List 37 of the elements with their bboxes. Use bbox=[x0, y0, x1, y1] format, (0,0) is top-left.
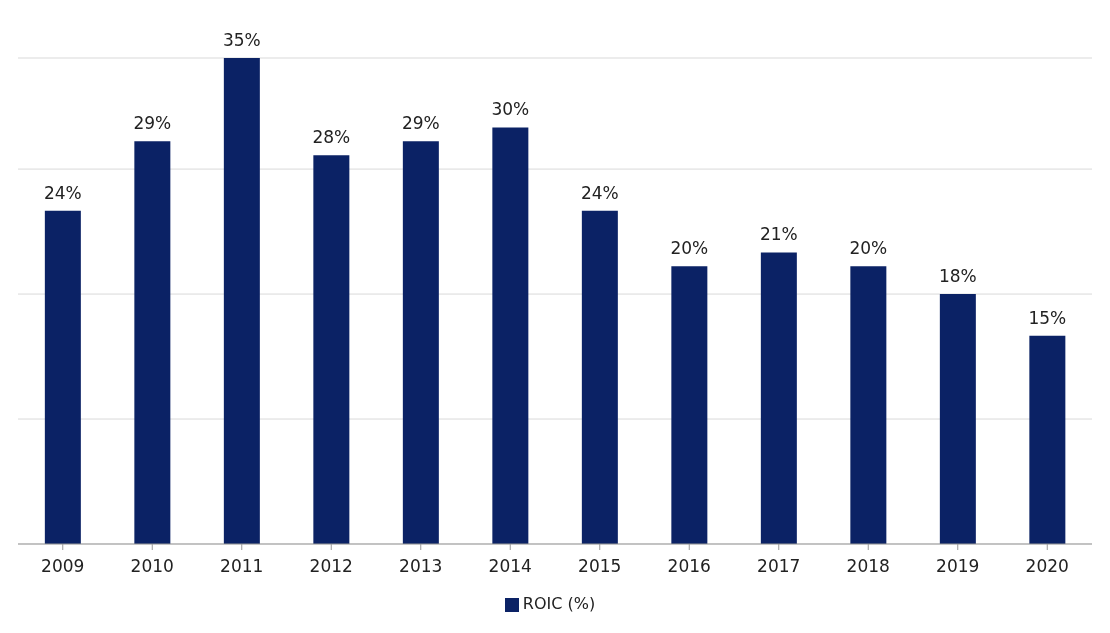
data-label: 21% bbox=[759, 224, 798, 245]
bar bbox=[671, 266, 708, 544]
data-label: 20% bbox=[670, 238, 709, 259]
data-label: 29% bbox=[401, 113, 440, 134]
x-tick-label: 2016 bbox=[667, 556, 711, 577]
bar bbox=[581, 210, 618, 544]
data-label: 28% bbox=[312, 127, 351, 148]
bar bbox=[313, 155, 350, 544]
data-label: 15% bbox=[1028, 307, 1067, 328]
bar bbox=[1029, 335, 1066, 544]
bar bbox=[939, 294, 976, 544]
x-tick-label: 2015 bbox=[578, 556, 622, 577]
x-tick-label: 2011 bbox=[220, 556, 264, 577]
bar bbox=[402, 141, 439, 544]
x-tick-label: 2020 bbox=[1025, 556, 1069, 577]
x-tick-label: 2013 bbox=[399, 556, 443, 577]
bar bbox=[44, 210, 81, 544]
bar bbox=[850, 266, 887, 544]
x-tick-label: 2019 bbox=[936, 556, 980, 577]
data-label: 20% bbox=[849, 238, 888, 259]
data-label: 30% bbox=[491, 99, 530, 120]
x-tick-label: 2014 bbox=[488, 556, 532, 577]
legend-label: ROIC (%) bbox=[522, 594, 596, 613]
bar bbox=[492, 127, 529, 544]
data-label: 29% bbox=[133, 113, 172, 134]
data-label: 35% bbox=[222, 30, 261, 50]
bar bbox=[223, 58, 260, 544]
bar bbox=[134, 141, 171, 544]
data-label: 24% bbox=[580, 182, 619, 203]
data-label: 24% bbox=[43, 182, 82, 203]
x-tick-label: 2010 bbox=[130, 556, 174, 577]
data-label: 18% bbox=[938, 266, 977, 287]
x-tick-label: 2018 bbox=[846, 556, 890, 577]
bar bbox=[760, 252, 797, 544]
x-tick-label: 2012 bbox=[309, 556, 353, 577]
x-tick-label: 2017 bbox=[757, 556, 801, 577]
x-tick-label: 2009 bbox=[41, 556, 85, 577]
